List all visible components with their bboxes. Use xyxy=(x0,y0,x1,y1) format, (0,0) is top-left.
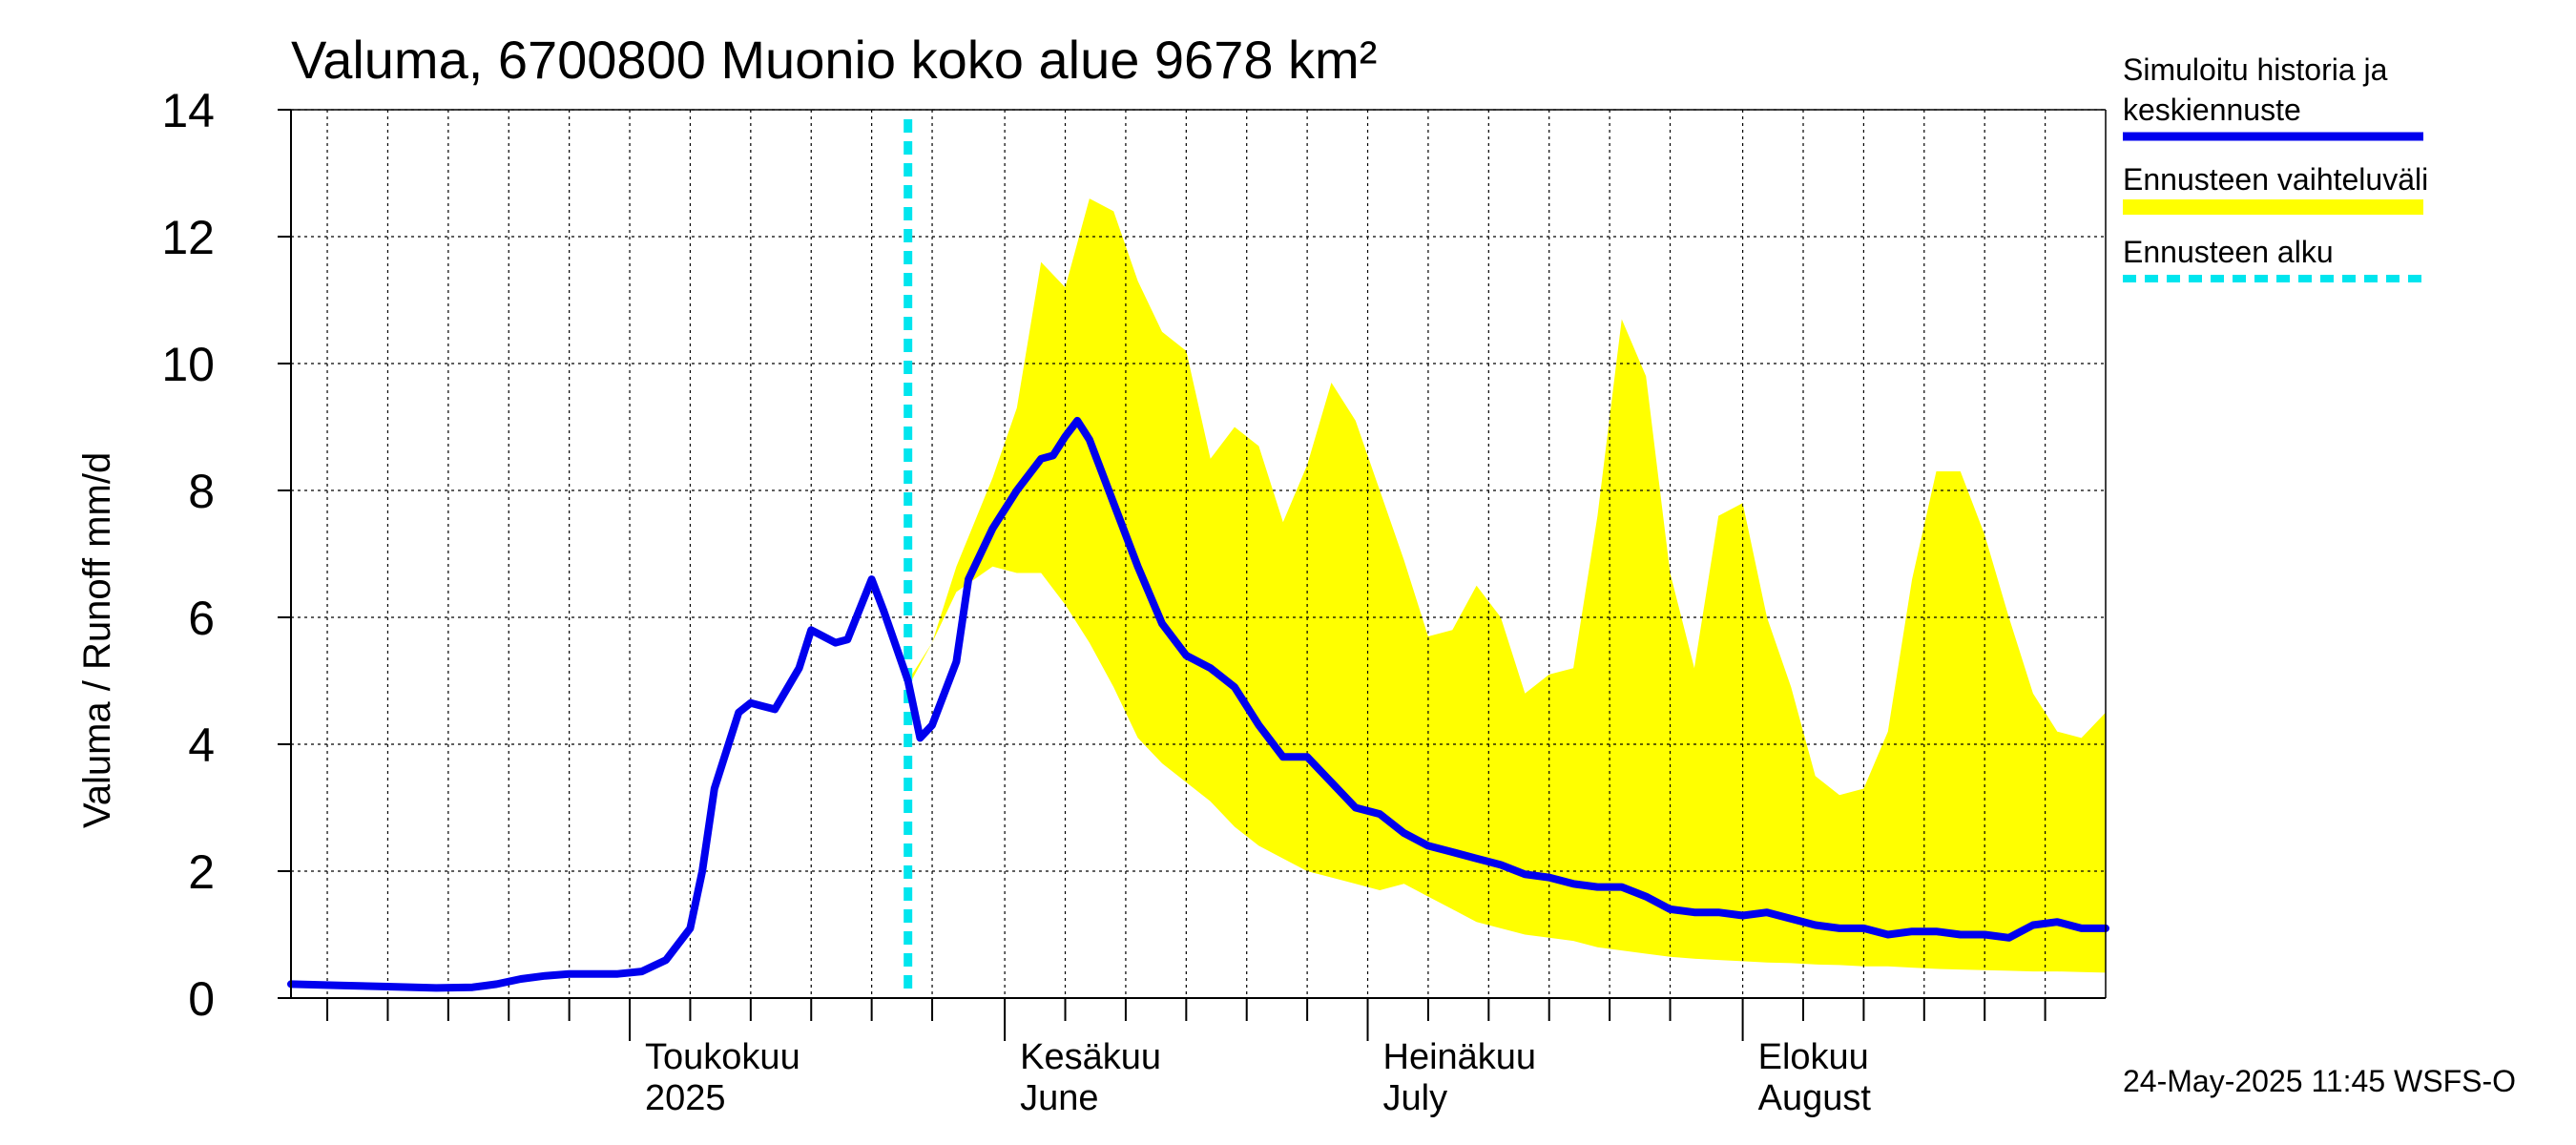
x-month-sublabel: June xyxy=(1020,1078,1098,1118)
grid-layer xyxy=(291,109,2106,998)
y-tick-label: 6 xyxy=(188,592,215,645)
legend-swatches xyxy=(2123,132,2423,282)
y-tick-label: 8 xyxy=(188,465,215,518)
forecast-range-band xyxy=(907,198,2107,973)
y-tick-label: 12 xyxy=(161,211,215,264)
x-month-sublabel: July xyxy=(1383,1078,1448,1118)
legend-range-label: Ennusteen vaihteluväli xyxy=(2123,162,2429,197)
forecast-range-layer xyxy=(907,198,2107,973)
y-tick-label: 0 xyxy=(188,972,215,1026)
simulated-line-layer xyxy=(287,416,2109,992)
y-axis-label: Valuma / Runoff mm/d xyxy=(76,451,118,828)
y-tick-label: 14 xyxy=(161,84,215,137)
x-month-label: Kesäkuu xyxy=(1020,1037,1161,1077)
legend-simulated-label-line2: keskiennuste xyxy=(2123,93,2301,127)
timestamp-label: 24-May-2025 11:45 WSFS-O xyxy=(2123,1064,2517,1098)
legend-simulated-label-line1: Simuloitu historia ja xyxy=(2123,52,2388,87)
simulated-runoff-line xyxy=(287,416,2109,992)
x-month-label: Toukokuu xyxy=(645,1037,800,1077)
y-tick-label: 2 xyxy=(188,845,215,899)
x-month-label: Heinäkuu xyxy=(1383,1037,1537,1077)
legend-start-label: Ennusteen alku xyxy=(2123,235,2334,269)
y-tick-label: 4 xyxy=(188,718,215,772)
chart-title: Valuma, 6700800 Muonio koko alue 9678 km… xyxy=(291,30,1378,90)
x-month-sublabel: August xyxy=(1758,1078,1872,1118)
y-tick-label: 10 xyxy=(161,338,215,391)
x-month-sublabel: 2025 xyxy=(645,1078,726,1118)
x-month-label: Elokuu xyxy=(1758,1037,1869,1077)
